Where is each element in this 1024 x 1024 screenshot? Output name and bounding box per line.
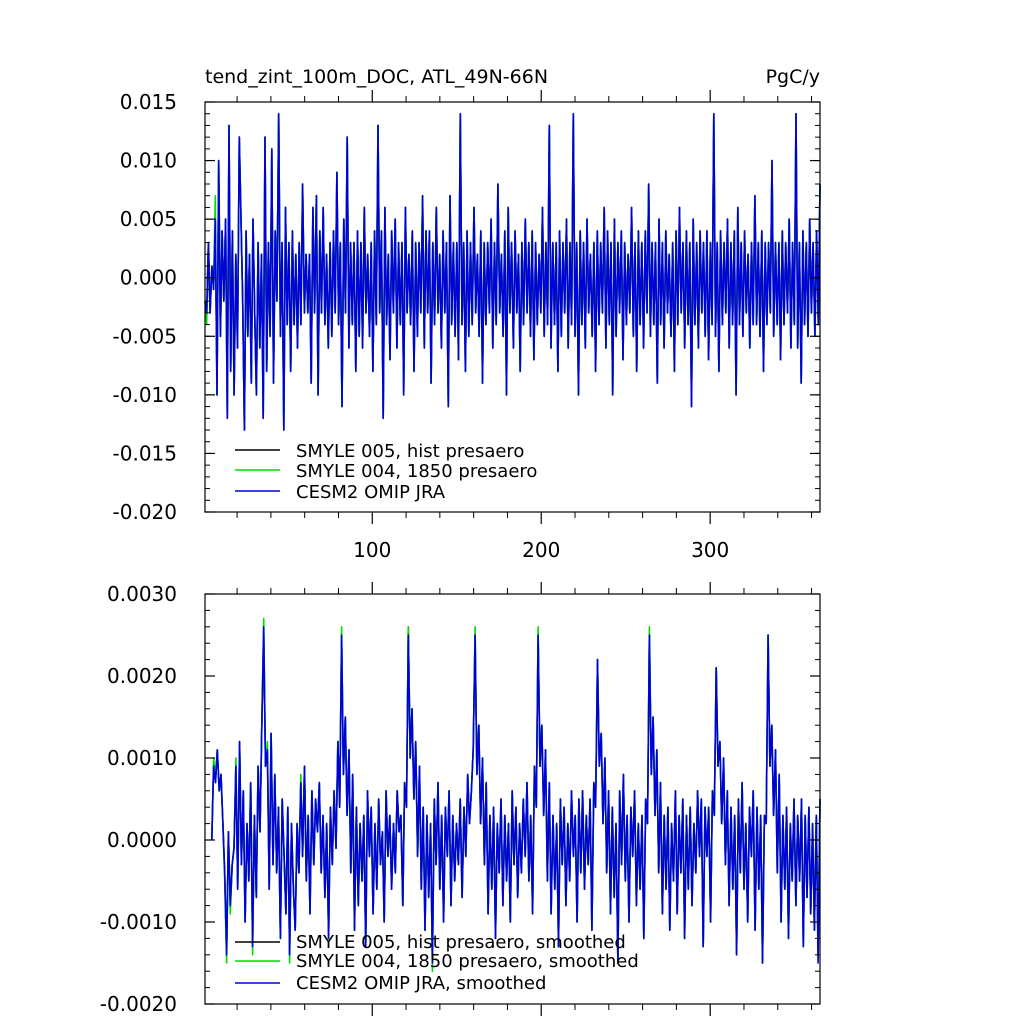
- legend-entry: CESM2 OMIP JRA, smoothed: [235, 973, 546, 994]
- x-tick-label: 100: [353, 538, 391, 562]
- legend: SMYLE 005, hist presaero SMYLE 004, 1850…: [235, 441, 537, 503]
- chart-units: PgC/y: [766, 66, 820, 88]
- legend-entry: SMYLE 005, hist presaero, smoothed: [235, 932, 626, 953]
- legend-label: SMYLE 005, hist presaero, smoothed: [296, 932, 626, 953]
- panel-bottom: -0.0020 -0.0010 0.0000 0.0010 0.0020 0.0030 S…: [100, 582, 821, 1016]
- series-line: [211, 625, 821, 964]
- legend-entry: SMYLE 004, 1850 presaero: [235, 461, 537, 482]
- legend-entry: SMYLE 005, hist presaero: [235, 441, 524, 462]
- chart-title: tend_zint_100m_DOC, ATL_49N-66N: [205, 66, 548, 88]
- y-tick-label: -0.0010: [100, 910, 177, 934]
- legend-entry: SMYLE 004, 1850 presaero, smoothed: [235, 951, 639, 972]
- y-tick-label: 0.0010: [107, 746, 177, 770]
- y-tick-label: -0.010: [113, 383, 177, 407]
- series-layer: [211, 617, 821, 973]
- legend-label: CESM2 OMIP JRA: [296, 482, 446, 503]
- legend-entry: CESM2 OMIP JRA: [235, 482, 446, 503]
- y-tick-label: -0.0020: [100, 992, 177, 1016]
- series-line: [204, 112, 821, 431]
- series-line: [211, 625, 821, 964]
- y-tick-label: 0.015: [120, 90, 177, 114]
- legend-label: CESM2 OMIP JRA, smoothed: [296, 973, 546, 994]
- y-tick-label: -0.005: [113, 324, 177, 348]
- legend-label: SMYLE 004, 1850 presaero: [296, 461, 537, 482]
- plot-frame: [204, 593, 821, 1005]
- y-tick-label: 0.0030: [107, 582, 177, 606]
- y-tick-label: 0.005: [120, 207, 177, 231]
- ticks-layer: -0.020 -0.015 -0.010 -0.005 0.000 0.005 0.010 0…: [113, 90, 820, 562]
- y-tick-label: 0.000: [120, 266, 177, 290]
- y-tick-label: -0.020: [113, 500, 177, 524]
- x-tick-label: 300: [691, 538, 729, 562]
- ticks-layer: -0.0020 -0.0010 0.0000 0.0010 0.0020 0.0030: [100, 582, 820, 1016]
- legend-label: SMYLE 005, hist presaero: [296, 441, 524, 462]
- series-line: [211, 617, 821, 973]
- series-layer: [204, 112, 821, 431]
- panel-top: tend_zint_100m_DOC, ATL_49N-66N PgC/y -0…: [113, 66, 821, 562]
- y-tick-label: 0.0000: [107, 828, 177, 852]
- legend: SMYLE 005, hist presaero, smoothed SMYLE…: [235, 932, 639, 994]
- plot-frame: [204, 101, 821, 513]
- y-tick-label: 0.0020: [107, 664, 177, 688]
- y-tick-label: 0.010: [120, 149, 177, 173]
- y-tick-label: -0.015: [113, 441, 177, 465]
- legend-label: SMYLE 004, 1850 presaero, smoothed: [296, 951, 639, 972]
- x-tick-label: 200: [522, 538, 560, 562]
